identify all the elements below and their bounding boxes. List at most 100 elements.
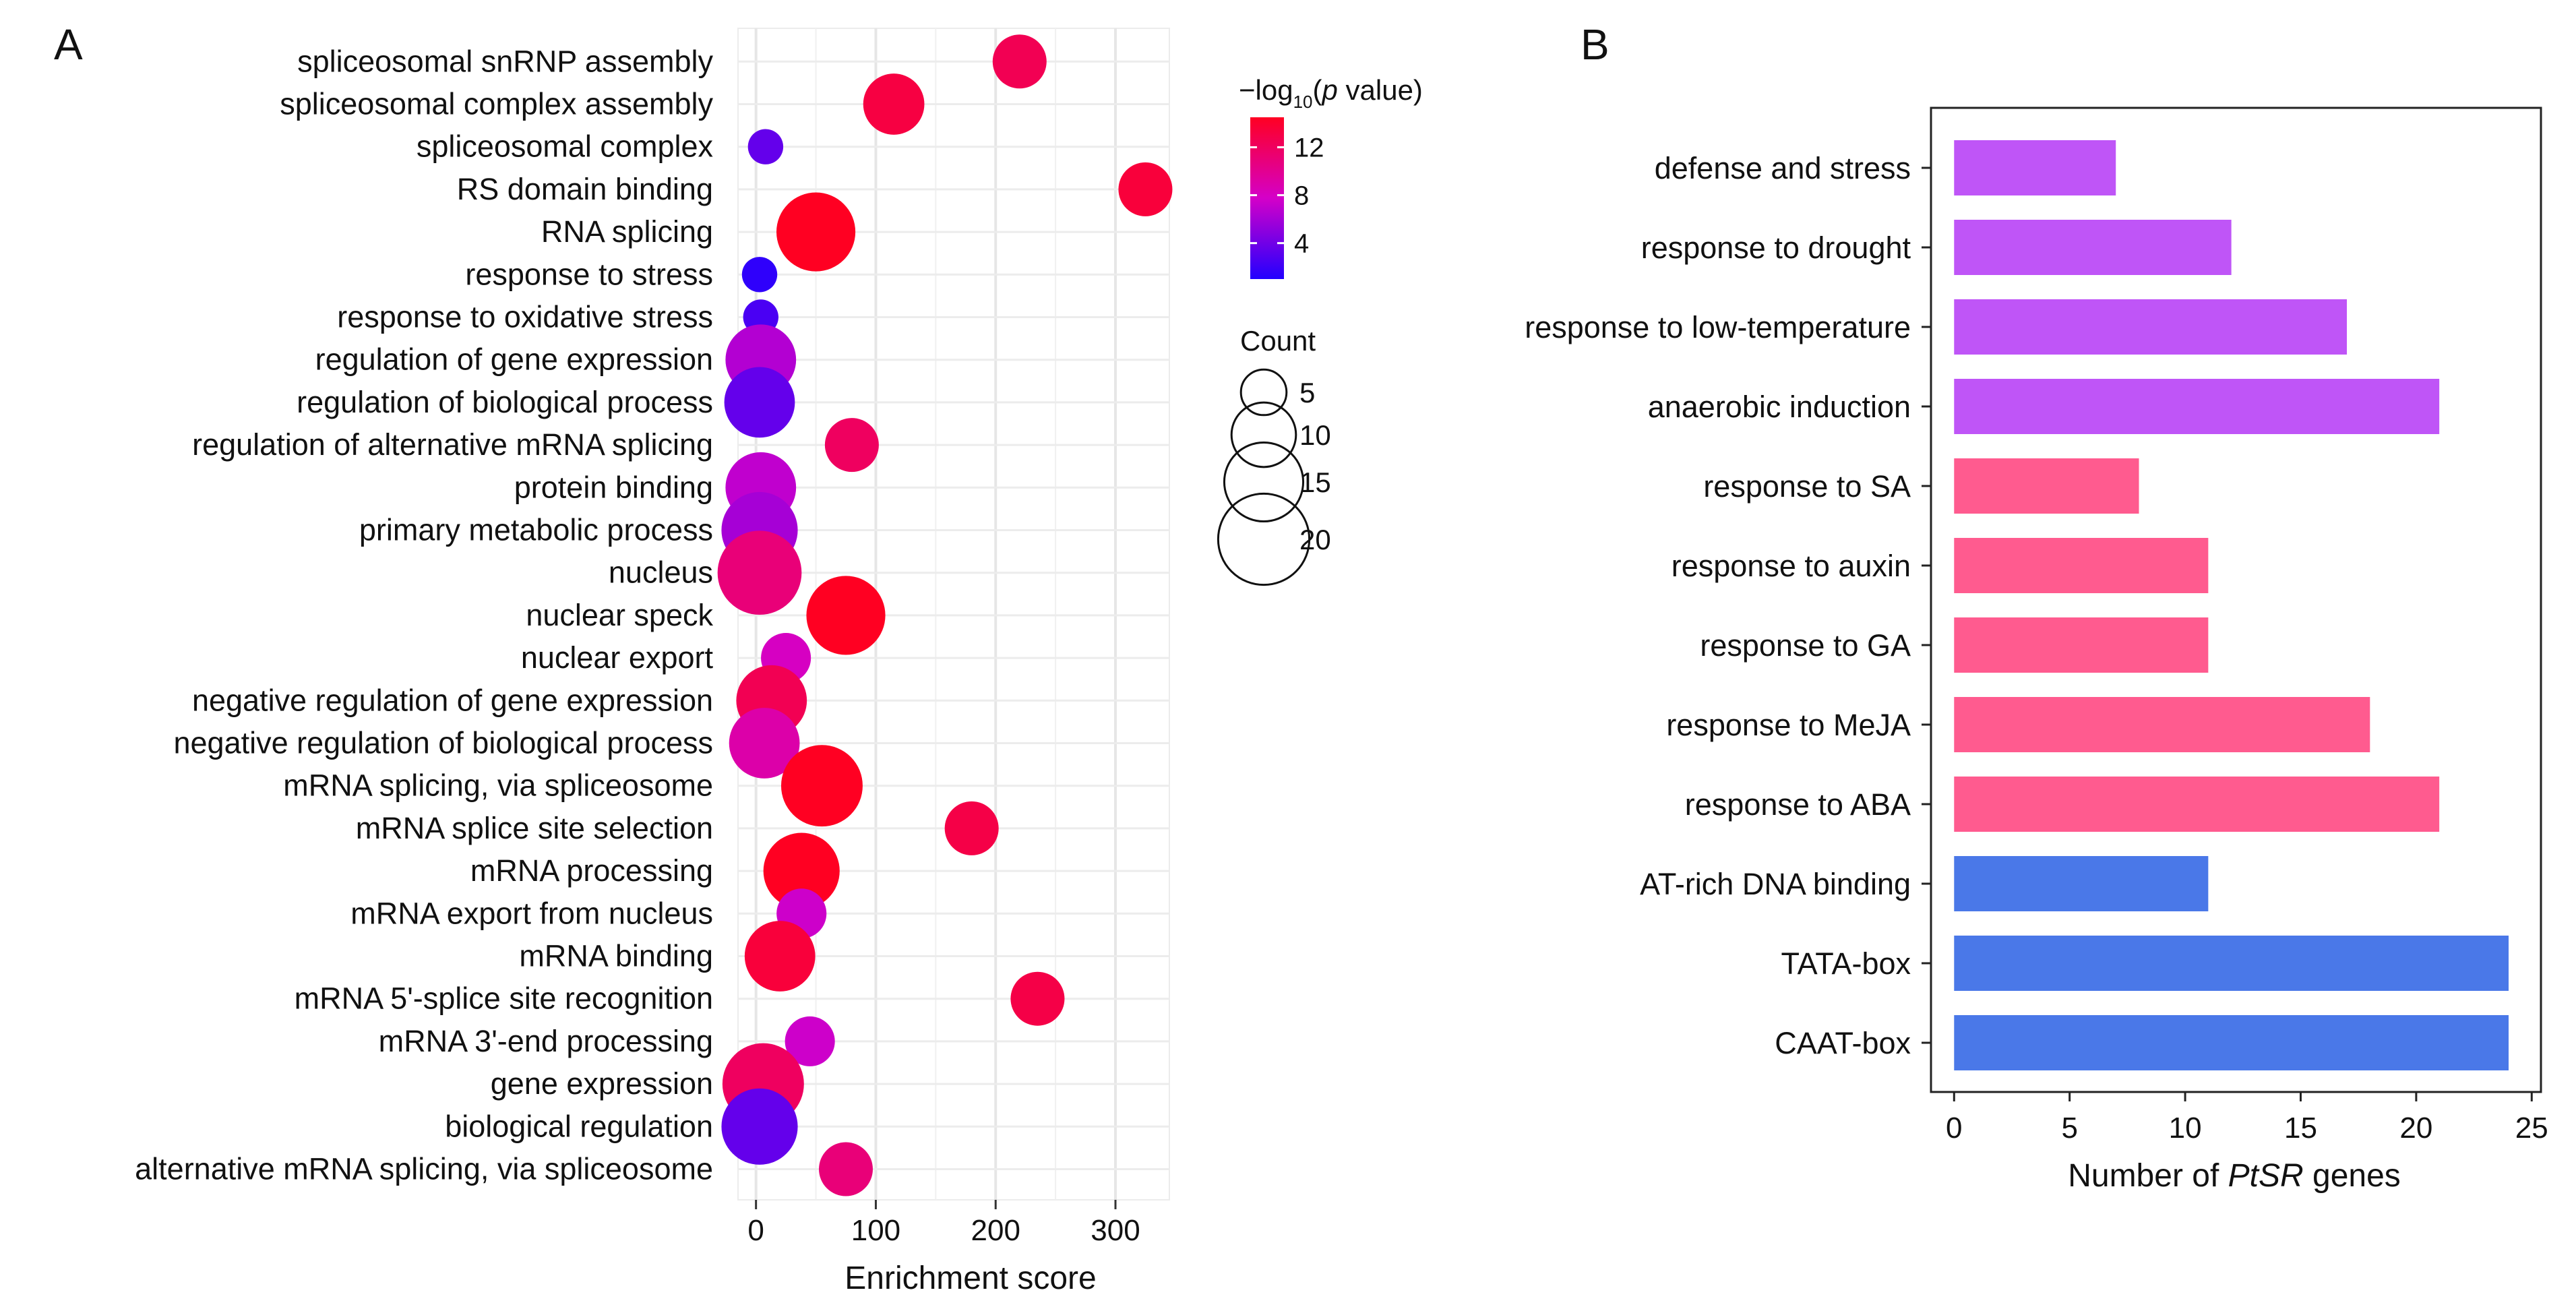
color-legend: −log10(p value) 4 8 12 — [1239, 74, 1423, 279]
panel-b-bar — [1954, 299, 2348, 355]
panel-a-dot — [1010, 971, 1065, 1026]
panel-a-category-label: mRNA processing — [470, 853, 713, 888]
panel-a-x-tick-label: 0 — [747, 1214, 764, 1247]
panel-a-dot — [806, 576, 886, 655]
panel-a-category-label: RS domain binding — [457, 172, 713, 206]
panel-a-dot — [721, 1088, 798, 1165]
panel-b-category-label: defense and stress — [1655, 151, 1911, 185]
size-legend-circle — [1217, 492, 1311, 586]
panel-b-bar — [1954, 538, 2209, 593]
panel-a-dot — [785, 1016, 835, 1066]
panel-b-bars — [1954, 140, 2509, 1070]
panel-a-dot — [944, 801, 999, 855]
panel-a-x-tick-label: 100 — [851, 1214, 900, 1247]
panel-b-bar — [1954, 1015, 2509, 1070]
panel-b-bar — [1954, 379, 2440, 434]
panel-a-category-label: gene expression — [491, 1066, 713, 1101]
panel-b-category-label: response to drought — [1641, 231, 1911, 265]
panel-a-dot — [741, 257, 778, 293]
panel-b-x-axis-title: Number of PtSR genes — [2068, 1158, 2401, 1194]
panel-a-category-label: mRNA 5'-splice site recognition — [295, 981, 713, 1016]
panel-b-category-label: response to ABA — [1685, 787, 1911, 822]
color-legend-tick-label: 12 — [1294, 133, 1324, 162]
panel-b-x-tick-label: 10 — [2169, 1112, 2202, 1145]
panel-b-x-tick-label: 0 — [1946, 1112, 1962, 1145]
panel-a-dot — [744, 921, 816, 992]
size-legend-label: 15 — [1299, 466, 1331, 498]
panel-a-dot — [724, 367, 795, 438]
panel-a-dot — [780, 745, 863, 827]
panel-b-category-label: response to MeJA — [1666, 708, 1911, 742]
size-legend: Count 5 10 15 20 — [1217, 325, 1331, 586]
size-legend-label: 10 — [1299, 419, 1331, 451]
panel-a-dot — [824, 418, 879, 473]
panel-a-x-axis-title: Enrichment score — [845, 1260, 1096, 1296]
color-legend-bar — [1250, 117, 1284, 279]
panel-b-x-tick-label: 5 — [2061, 1112, 2077, 1145]
panel-a-dot — [776, 192, 856, 272]
panel-b-category-label: CAAT-box — [1775, 1026, 1911, 1060]
panel-b-bar — [1954, 617, 2209, 673]
panel-a-category-label: regulation of gene expression — [315, 342, 713, 377]
panel-b-x-tick-label: 20 — [2399, 1112, 2432, 1145]
panel-a-dot — [992, 34, 1047, 89]
panel-a-dots — [717, 34, 1173, 1196]
panel-a-category-label: mRNA export from nucleus — [350, 896, 713, 930]
panel-b-label: B — [1581, 20, 1609, 69]
size-legend-label: 5 — [1299, 377, 1315, 408]
size-legend-circle — [1230, 401, 1297, 468]
panel-a-category-label: regulation of biological process — [297, 385, 713, 419]
panel-a-dot — [763, 832, 840, 909]
panel-b-category-label: AT-rich DNA binding — [1640, 867, 1911, 901]
panel-a-x-axis: 0 100 200 300 — [747, 1200, 1140, 1247]
panel-a-category-label: regulation of alternative mRNA splicing — [192, 427, 713, 462]
panel-b-category-label: response to SA — [1703, 469, 1911, 504]
panel-a-dot — [717, 530, 802, 615]
color-legend-ticks: 4 8 12 — [1250, 133, 1324, 259]
panel-b-category-label: response to GA — [1700, 628, 1911, 663]
panel-a-category-label: RNA splicing — [541, 214, 713, 249]
panel-a-x-tick-label: 200 — [971, 1214, 1020, 1247]
panel-a-category-label: spliceosomal snRNP assembly — [297, 44, 713, 78]
panel-a-category-label: negative regulation of gene expression — [192, 683, 713, 717]
panel-b-bar — [1954, 697, 2370, 752]
color-legend-tick-label: 4 — [1294, 229, 1309, 259]
panel-b-bar — [1954, 220, 2232, 275]
panel-a-dot — [747, 129, 784, 164]
panel-b-category-label: anaerobic induction — [1648, 390, 1911, 424]
panel-b-x-tick-label: 15 — [2284, 1112, 2317, 1145]
panel-b-category-labels: defense and stress response to drought res… — [1525, 151, 1931, 1060]
panel-a-dot-chart: A spliceosomal snRNP assemblyspliceosoma… — [54, 20, 1423, 1296]
panel-a-dot — [863, 73, 925, 135]
panel-b-category-label: response to low-temperature — [1525, 310, 1911, 344]
panel-b-bar — [1954, 936, 2509, 991]
panel-a-category-labels: spliceosomal snRNP assembly spliceosomal … — [135, 44, 713, 1186]
panel-a-category-label: spliceosomal complex assembly — [280, 86, 713, 121]
panel-a-category-label: nuclear speck — [526, 598, 713, 632]
panel-a-category-label: mRNA splicing, via spliceosome — [283, 768, 713, 803]
panel-a-category-label: protein binding — [514, 470, 713, 504]
panel-b-bar — [1954, 458, 2139, 514]
panel-b-bar — [1954, 777, 2440, 832]
panel-a-category-label: response to oxidative stress — [337, 299, 713, 334]
panel-a-x-tick-label: 300 — [1091, 1214, 1140, 1247]
panel-a-category-label: mRNA binding — [519, 938, 713, 973]
size-legend-circle — [1239, 368, 1288, 417]
panel-b-bar-chart: B defense and stress response to drought r… — [1525, 20, 2548, 1194]
panel-a-dot — [1118, 162, 1173, 216]
panel-a-category-label: mRNA splice site selection — [356, 811, 713, 845]
panel-b-x-tick-label: 25 — [2515, 1112, 2548, 1145]
panel-a-category-label: negative regulation of biological proces… — [173, 725, 713, 760]
color-legend-tick-label: 8 — [1294, 181, 1309, 211]
panel-a-category-label: nucleus — [609, 555, 713, 590]
size-legend-items: 5 10 15 20 — [1217, 368, 1331, 586]
panel-a-category-label: primary metabolic process — [359, 512, 713, 547]
panel-a-category-label: spliceosomal complex — [417, 129, 714, 164]
panel-b-category-label: TATA-box — [1781, 946, 1911, 981]
panel-a-category-label: mRNA 3'-end processing — [379, 1024, 713, 1058]
panel-a-dot — [729, 708, 800, 779]
panel-a-category-label: biological regulation — [445, 1109, 713, 1143]
panel-a-category-label: nuclear export — [521, 640, 714, 675]
size-legend-label: 20 — [1299, 524, 1331, 555]
